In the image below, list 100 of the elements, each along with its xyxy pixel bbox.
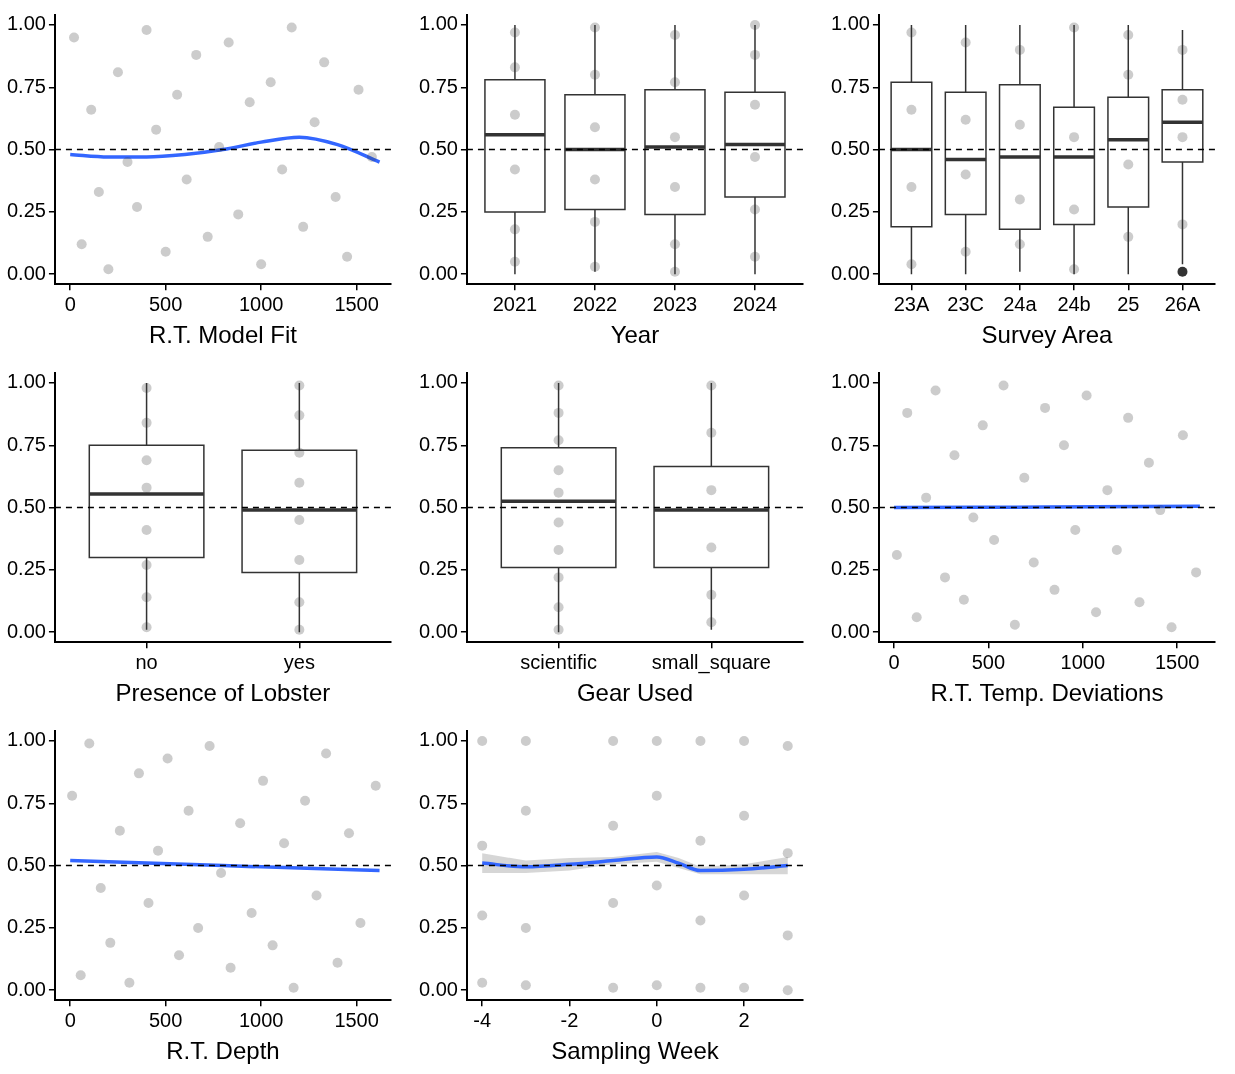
x-tick-label: 500 — [148, 292, 183, 315]
y-tick-label: 0.00 — [6, 619, 46, 642]
x-tick-label: scientific — [520, 650, 597, 673]
point — [174, 950, 185, 961]
point — [353, 84, 364, 95]
point — [1040, 402, 1051, 413]
point — [695, 835, 706, 846]
point — [608, 820, 619, 831]
x-axis-title: R.T. Depth — [166, 1037, 280, 1065]
point — [902, 407, 913, 418]
x-tick-label: 23C — [947, 292, 985, 315]
x-axis-title: Survey Area — [981, 321, 1113, 349]
point — [891, 549, 902, 560]
point — [998, 380, 1009, 391]
x-tick-label: no — [135, 650, 158, 673]
point — [520, 922, 531, 933]
x-axis-title: Gear Used — [576, 679, 693, 707]
point — [258, 775, 269, 786]
point — [330, 191, 341, 202]
point — [319, 57, 330, 68]
point — [160, 246, 171, 257]
point — [132, 201, 143, 212]
point — [749, 49, 760, 60]
point — [589, 69, 600, 80]
point — [589, 174, 600, 185]
point — [1058, 440, 1069, 451]
y-tick-label: 0.00 — [830, 261, 870, 284]
point — [1111, 544, 1122, 555]
point — [608, 735, 619, 746]
point — [782, 930, 793, 941]
point — [509, 224, 520, 235]
y-tick-label: 0.25 — [830, 557, 870, 580]
point — [958, 594, 969, 605]
point — [286, 22, 297, 33]
y-tick-label: 0.50 — [6, 495, 46, 518]
point — [76, 239, 87, 250]
point — [153, 845, 164, 856]
y-tick-label: 0.75 — [6, 432, 46, 455]
line-series — [68, 858, 382, 873]
point — [1123, 412, 1134, 423]
line-series — [68, 135, 382, 164]
point — [298, 221, 309, 232]
point — [225, 962, 236, 973]
x-tick-label: yes — [283, 650, 315, 673]
point — [1166, 622, 1177, 633]
x-tick-label: 1000 — [238, 1008, 284, 1031]
point — [370, 780, 381, 791]
point — [940, 572, 951, 583]
y-tick-label: 0.75 — [418, 790, 458, 813]
y-tick-label: 0.25 — [6, 557, 46, 580]
point — [782, 848, 793, 859]
y-tick-label: 0.75 — [418, 74, 458, 97]
point — [739, 890, 750, 901]
point — [608, 897, 619, 908]
point — [69, 32, 80, 43]
y-tick-label: 0.75 — [418, 432, 458, 455]
y-tick-label: 0.25 — [418, 199, 458, 222]
point — [133, 768, 144, 779]
x-tick-label: small_square — [651, 650, 771, 674]
point — [1019, 472, 1030, 483]
point — [669, 239, 680, 250]
point — [300, 795, 311, 806]
point — [223, 37, 234, 48]
point — [84, 738, 95, 749]
point — [477, 977, 488, 988]
y-tick-label: 0.00 — [418, 977, 458, 1000]
point — [288, 982, 299, 993]
point — [1191, 567, 1202, 578]
y-tick-label: 0.00 — [6, 261, 46, 284]
point — [651, 980, 662, 991]
point — [669, 181, 680, 192]
point — [103, 264, 114, 275]
x-tick-label: 26A — [1164, 292, 1201, 315]
point — [151, 124, 162, 135]
point — [782, 740, 793, 751]
y-tick-label: 0.25 — [6, 915, 46, 938]
point — [1070, 525, 1081, 536]
point — [477, 735, 488, 746]
point — [246, 907, 257, 918]
point — [75, 970, 86, 981]
x-tick-label: 2023 — [652, 292, 698, 315]
y-tick-label: 1.00 — [418, 12, 458, 35]
point — [279, 838, 290, 849]
x-tick-label: 2022 — [572, 292, 618, 315]
point — [477, 840, 488, 851]
point — [67, 790, 78, 801]
point — [193, 922, 204, 933]
point — [366, 152, 377, 163]
x-tick-label: 2 — [738, 1008, 750, 1031]
point — [749, 19, 760, 30]
point — [695, 735, 706, 746]
y-tick-label: 1.00 — [830, 370, 870, 393]
point — [191, 49, 202, 60]
point — [749, 251, 760, 262]
point — [162, 753, 173, 764]
y-tick-label: 0.50 — [830, 495, 870, 518]
x-tick-label: 0 — [64, 292, 76, 315]
point — [181, 174, 192, 185]
y-tick-label: 0.25 — [418, 557, 458, 580]
y-tick-label: 0.50 — [830, 137, 870, 160]
